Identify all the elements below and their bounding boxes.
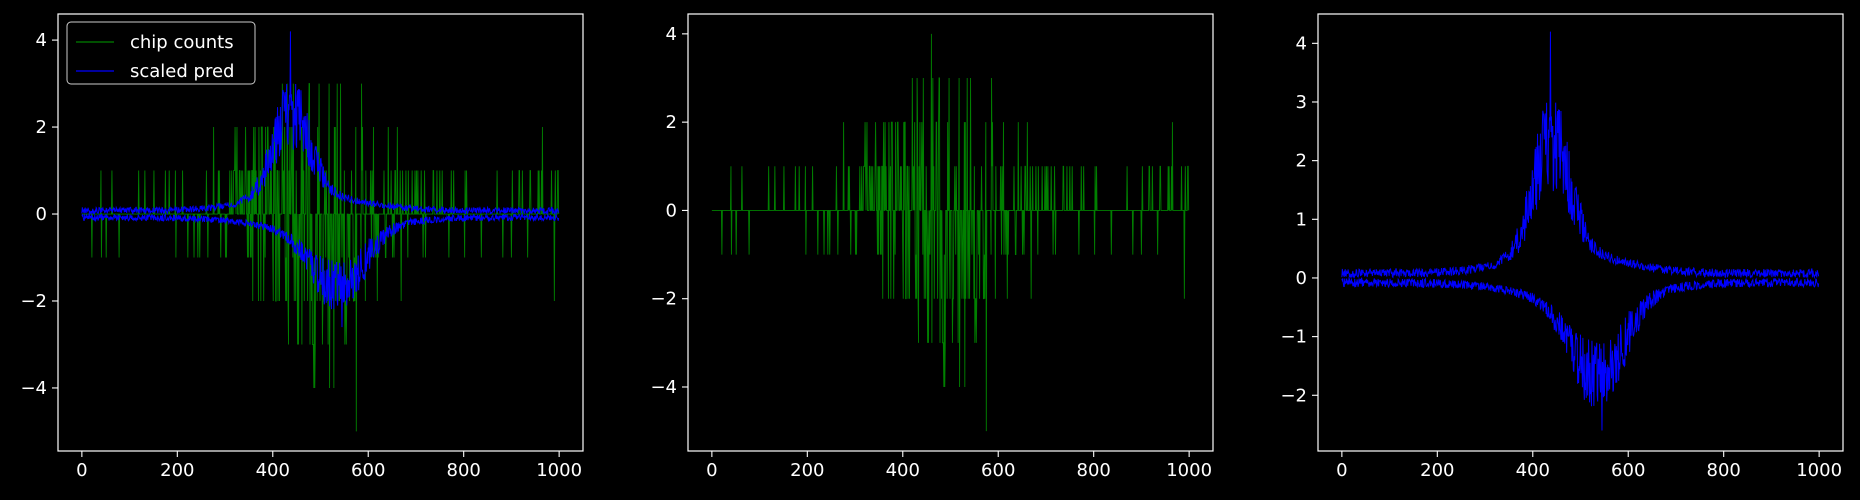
y-tick-label: 0 bbox=[666, 200, 677, 221]
x-tick-label: 400 bbox=[1516, 460, 1550, 481]
x-tick-label: 200 bbox=[1420, 460, 1454, 481]
y-tick-label: 1 bbox=[1296, 209, 1307, 230]
y-tick-label: 0 bbox=[36, 204, 47, 225]
x-tick-label: 800 bbox=[1707, 460, 1741, 481]
axes-frame bbox=[1317, 13, 1844, 452]
x-tick-label: 1000 bbox=[1166, 460, 1212, 481]
legend: chip counts scaled pred bbox=[66, 21, 256, 85]
y-tick-label: −1 bbox=[1280, 327, 1307, 348]
x-tick-label: 800 bbox=[1077, 460, 1111, 481]
y-tick-label: 4 bbox=[1296, 33, 1307, 54]
y-tick-label: 2 bbox=[666, 112, 677, 133]
chart-panel-1: 0 200 400 600 800 1000 −4 −2 0 2 4 chip counts scale… bbox=[20, 13, 584, 481]
legend-label: scaled pred bbox=[130, 61, 234, 82]
y-tick-label: 4 bbox=[36, 30, 47, 51]
legend-label: chip counts bbox=[130, 32, 234, 53]
x-tick-label: 600 bbox=[1611, 460, 1645, 481]
y-tick-label: 3 bbox=[1296, 92, 1307, 113]
series-line-scaled-pred-lower bbox=[1341, 276, 1820, 431]
axes-frame bbox=[687, 13, 1214, 452]
plot-area bbox=[1341, 31, 1820, 431]
plot-area bbox=[711, 33, 1190, 432]
x-tick-label: 600 bbox=[351, 460, 385, 481]
x-tick-label: 0 bbox=[706, 460, 717, 481]
x-tick-label: 0 bbox=[76, 460, 87, 481]
x-tick-label: 800 bbox=[447, 460, 481, 481]
y-tick-label: −4 bbox=[650, 377, 677, 398]
x-tick-label: 200 bbox=[160, 460, 194, 481]
x-tick-label: 0 bbox=[1336, 460, 1347, 481]
y-tick-label: 0 bbox=[1296, 268, 1307, 289]
series-line-scaled-pred-upper bbox=[1341, 31, 1820, 280]
legend-box bbox=[66, 21, 256, 85]
x-tick-label: 400 bbox=[256, 460, 290, 481]
y-tick-label: −2 bbox=[1280, 385, 1307, 406]
y-tick-label: −4 bbox=[20, 378, 47, 399]
series-line-scaled-pred-upper bbox=[81, 31, 560, 216]
x-tick-label: 400 bbox=[886, 460, 920, 481]
y-tick-label: 4 bbox=[666, 24, 677, 45]
axes-frame bbox=[57, 13, 584, 452]
x-tick-label: 600 bbox=[981, 460, 1015, 481]
chart-panel-3: 0 200 400 600 800 1000 −2 −1 0 1 2 3 4 bbox=[1280, 13, 1844, 481]
chart-panel-2: 0 200 400 600 800 1000 −4 −2 0 2 4 bbox=[650, 13, 1214, 481]
y-tick-label: −2 bbox=[650, 289, 677, 310]
y-tick-label: 2 bbox=[36, 117, 47, 138]
x-tick-label: 200 bbox=[790, 460, 824, 481]
y-tick-label: 2 bbox=[1296, 151, 1307, 172]
x-tick-label: 1000 bbox=[536, 460, 582, 481]
y-tick-label: −2 bbox=[20, 291, 47, 312]
x-tick-label: 1000 bbox=[1796, 460, 1842, 481]
series-line-scaled-pred-lower bbox=[81, 212, 560, 328]
plot-area bbox=[81, 31, 560, 432]
series-line-chip-counts bbox=[711, 33, 1190, 432]
